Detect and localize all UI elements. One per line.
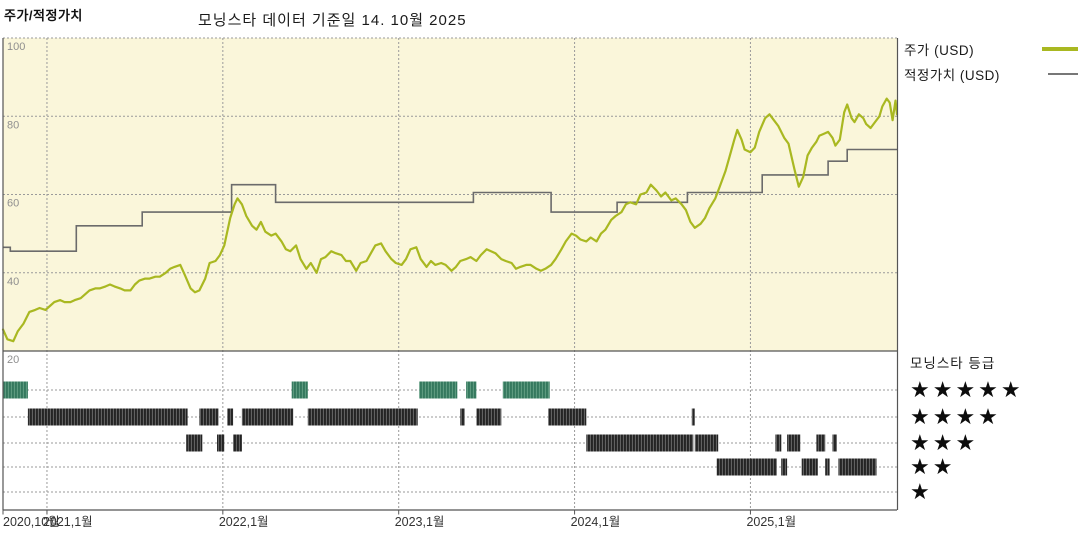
rating-segment-3-star [832,434,837,452]
rating-row-3-star: ★★★ [910,430,979,455]
rating-segment-4-star [548,408,587,426]
fair-value-step-line [3,148,897,252]
morningstar-rating-panel: 모닝스타 등급 ★★★★★ ★★★★ ★★★ ★★ ★ [904,350,1080,510]
x-tick-label: 2024,1월 [571,515,621,529]
rating-row-1-star: ★ [910,479,933,504]
rating-bars-layer [3,381,877,476]
rating-segment-3-star [186,434,203,452]
frame-layer [2,38,899,511]
x-tick-label: 2023,1월 [395,515,445,529]
rating-segment-5-star [502,381,550,399]
rating-row-2-star: ★★ [910,454,956,479]
rating-row-5-star: ★★★★★ [910,377,1024,402]
data-asof-title: 모닝스타 데이터 기준일 14. 10월 2025 [198,12,467,29]
rating-segment-3-star [775,434,782,452]
rating-segment-2-star [838,458,877,476]
rating-segment-4-star [307,408,418,426]
page-title: 주가/적정가치 [4,8,83,23]
fairvalue-line-swatch [1048,72,1078,75]
rating-segment-4-star [199,408,219,426]
rating-segment-4-star [476,408,502,426]
rating-segment-3-star [694,434,719,452]
y-tick-label: 20 [7,354,19,366]
y-tick-label: 80 [7,119,19,131]
chart-legend: 주가 (USD) 적정가치 (USD) [904,36,1078,86]
legend-price-label: 주가 (USD) [904,42,975,58]
rating-segment-4-star [241,408,294,426]
x-tick-label: 2022,1월 [219,515,269,529]
rating-segment-4-star [691,408,695,426]
plot-background-layer [3,38,897,351]
price-line [1,97,899,343]
rating-segment-4-star [460,408,465,426]
y-tick-label: 40 [7,276,19,288]
rating-segment-4-star [27,408,188,426]
series-layer [1,97,899,343]
y-tick-label: 100 [7,41,25,53]
price-line-swatch [1042,46,1078,51]
x-tick-label: 2021,1월 [43,515,93,529]
x-tick-label: 2020,10월 [3,515,60,529]
rating-segment-3-star [217,434,225,452]
legend-fairvalue-label: 적정가치 (USD) [904,67,1000,83]
rating-panel-title: 모닝스타 등급 [910,356,996,371]
rating-segment-2-star [801,458,818,476]
rating-segment-3-star [586,434,694,452]
x-tick-label: 2025,1월 [746,515,796,529]
rating-segment-3-star [816,434,826,452]
rating-segment-3-star [233,434,242,452]
rating-segment-5-star [419,381,458,399]
legend-row-price: 주가 (USD) [904,36,1078,61]
rating-segment-2-star [716,458,777,476]
legend-row-fairvalue: 적정가치 (USD) [904,61,1078,86]
plot-area [3,38,897,351]
rating-segment-2-star [781,458,788,476]
rating-segment-2-star [825,458,830,476]
rating-segment-3-star [787,434,801,452]
rating-row-4-star: ★★★★ [910,404,1001,429]
rating-segment-4-star [227,408,234,426]
rating-segment-5-star [3,381,28,399]
rating-segment-5-star [466,381,477,399]
rating-segment-5-star [291,381,308,399]
y-tick-label: 60 [7,198,19,210]
